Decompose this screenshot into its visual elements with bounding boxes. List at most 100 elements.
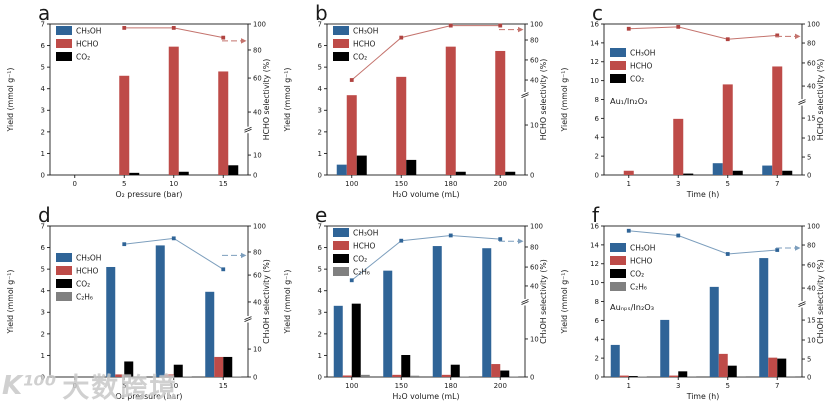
svg-text:10: 10 (530, 121, 539, 129)
legend-swatch-CH₃OH (333, 228, 349, 237)
legend-label-C₂H₆: C₂H₆ (630, 283, 647, 292)
legend-label-HCHO: HCHO (76, 40, 99, 49)
bar-HCHO-5 (723, 84, 733, 175)
line-marker (498, 24, 502, 28)
svg-text:0: 0 (73, 180, 77, 188)
svg-text:5: 5 (318, 64, 322, 72)
svg-text:1: 1 (41, 352, 45, 360)
svg-text:5: 5 (41, 266, 45, 274)
svg-text:0: 0 (530, 373, 534, 381)
svg-text:0: 0 (807, 373, 811, 381)
svg-text:6: 6 (41, 42, 46, 50)
bars (106, 245, 241, 377)
bar-CO₂-200 (505, 172, 515, 175)
svg-text:10: 10 (807, 336, 816, 344)
legend-label-HCHO: HCHO (630, 62, 653, 71)
svg-text:10: 10 (530, 335, 539, 343)
svg-text:200: 200 (494, 180, 507, 188)
bar-HCHO-7 (772, 66, 782, 175)
legend-swatch-C₂H₆ (56, 292, 72, 301)
bar-CO₂-3 (683, 174, 693, 175)
line-marker (726, 37, 730, 41)
legend-swatch-HCHO (333, 39, 349, 48)
svg-text:0: 0 (318, 373, 322, 381)
bar-CO₂-100 (352, 304, 361, 377)
svg-text:0: 0 (807, 171, 811, 179)
bar-CH₃OH-3 (660, 320, 669, 377)
svg-text:1: 1 (41, 150, 45, 158)
svg-text:3: 3 (41, 309, 45, 317)
svg-text:10: 10 (169, 382, 178, 390)
svg-text:2: 2 (595, 153, 599, 161)
line-marker (449, 234, 453, 238)
svg-text:3: 3 (676, 382, 680, 390)
svg-text:150: 150 (395, 382, 408, 390)
bar-HCHO-10 (169, 47, 179, 175)
bar-CO₂-150 (401, 355, 410, 377)
svg-text:10: 10 (590, 77, 599, 85)
catalyst-annotation: Au₁/In₂O₃ (610, 96, 647, 106)
bar-C₂H₆-5 (133, 376, 142, 377)
bar-CH₃OH-5 (710, 287, 719, 377)
line-marker (172, 236, 176, 240)
panel-letter: b (315, 1, 328, 25)
svg-text:7: 7 (775, 180, 779, 188)
svg-text:100: 100 (807, 222, 820, 230)
selectivity-line (122, 236, 246, 271)
svg-text:150: 150 (395, 180, 408, 188)
y-axis-right-label: HCHO selectivity (%) (816, 59, 825, 141)
bar-CO₂-3 (678, 371, 687, 377)
svg-text:60: 60 (807, 261, 816, 269)
svg-text:2: 2 (595, 355, 599, 363)
svg-text:5: 5 (726, 180, 730, 188)
panel-letter: c (592, 1, 603, 25)
svg-text:6: 6 (318, 42, 323, 50)
svg-text:15: 15 (807, 114, 816, 122)
bar-HCHO-3 (673, 119, 683, 175)
y-axis-right-label: CH₃OH selectivity (%) (539, 259, 548, 344)
bar-CO₂-5 (124, 361, 133, 377)
svg-text:40: 40 (530, 282, 539, 290)
svg-text:1: 1 (318, 150, 322, 158)
bar-HCHO-200 (491, 364, 500, 377)
legend-label-CH₃OH: CH₃OH (353, 229, 378, 238)
legend-label-HCHO: HCHO (630, 257, 653, 266)
svg-text:15: 15 (219, 382, 228, 390)
legend-swatch-CH₃OH (333, 26, 349, 35)
svg-text:5: 5 (318, 266, 322, 274)
legend-label-CO₂: CO₂ (353, 255, 367, 264)
bar-HCHO-5 (119, 76, 129, 175)
legend-swatch-HCHO (333, 241, 349, 250)
svg-text:6: 6 (595, 115, 600, 123)
bar-HCHO-200 (495, 51, 505, 175)
line-arrow-icon (241, 253, 247, 258)
svg-text:0: 0 (253, 171, 257, 179)
svg-text:15: 15 (807, 316, 816, 324)
legend-swatch-HCHO (610, 256, 626, 265)
line-arrow-icon (795, 245, 801, 250)
svg-text:10: 10 (807, 134, 816, 142)
bar-HCHO-15 (214, 357, 223, 377)
svg-text:100: 100 (345, 180, 358, 188)
svg-text:4: 4 (41, 85, 46, 93)
svg-text:3: 3 (676, 180, 680, 188)
bar-CO₂-180 (451, 365, 460, 377)
svg-text:40: 40 (253, 108, 262, 116)
y-axis-left-label: Yield (mmol g⁻¹) (6, 270, 15, 335)
svg-text:10: 10 (169, 180, 178, 188)
x-axis-label: Time (h) (686, 190, 720, 199)
legend-swatch-HCHO (56, 266, 72, 275)
bar-CH₃OH-100 (337, 165, 347, 175)
line-arrow-icon (518, 27, 524, 32)
line-marker (350, 78, 354, 82)
legend-label-CO₂: CO₂ (76, 280, 90, 289)
svg-text:60: 60 (530, 56, 539, 64)
selectivity-line (627, 25, 801, 41)
